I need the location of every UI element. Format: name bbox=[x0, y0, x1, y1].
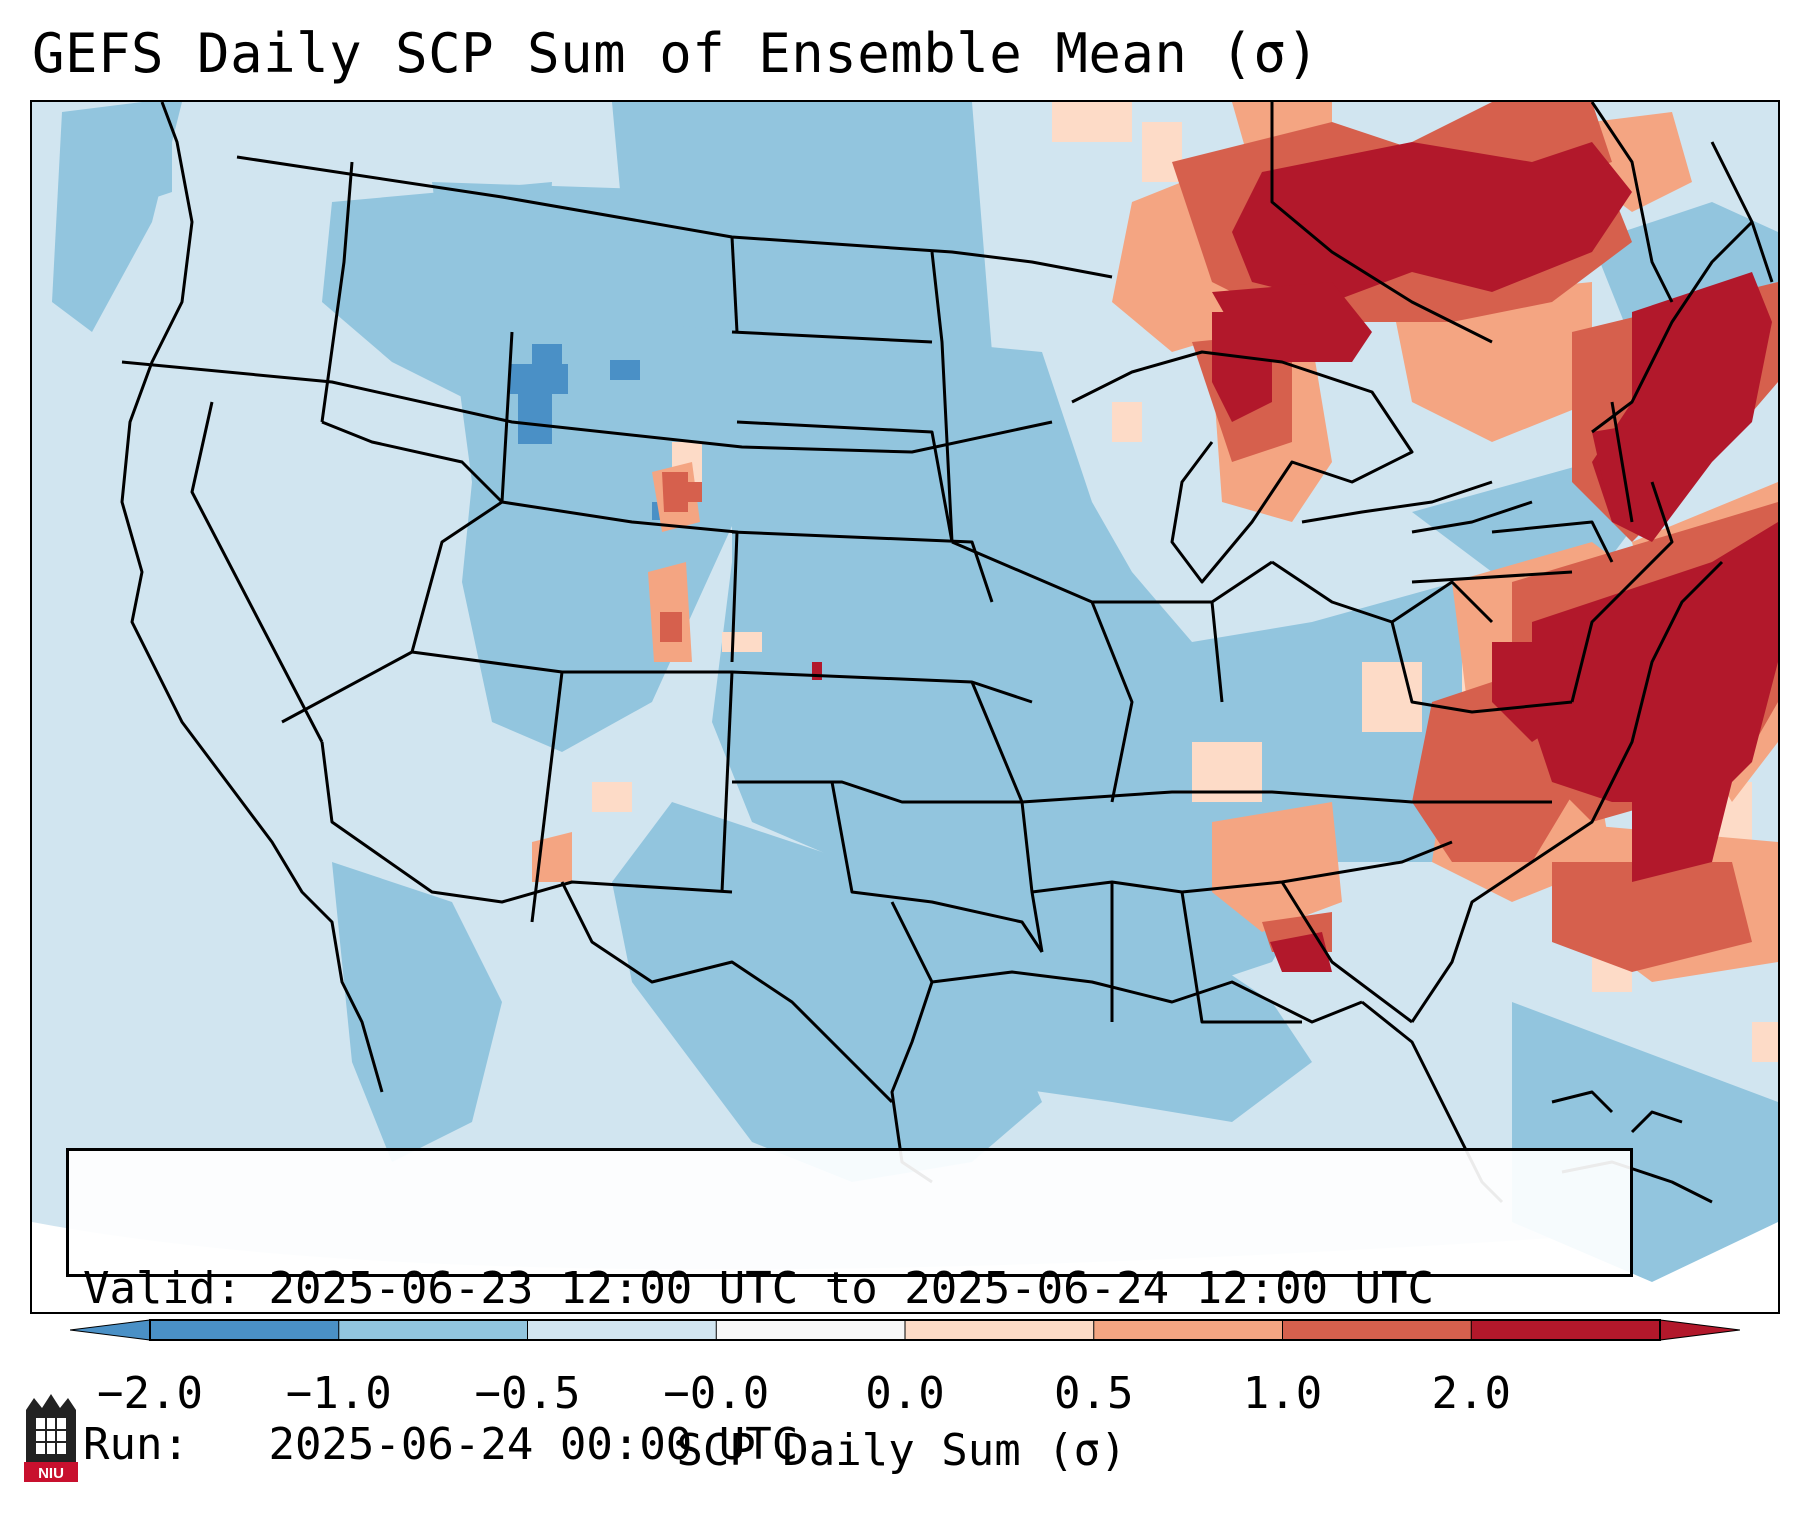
field-minus-one-band bbox=[52, 102, 1778, 1282]
logo-text: NIU bbox=[38, 1465, 64, 1482]
colorbar-segment bbox=[150, 1320, 340, 1340]
colorbar-segment bbox=[905, 1320, 1095, 1340]
projection-edge-bottom bbox=[32, 1222, 1778, 1312]
colorbar-segment bbox=[1282, 1320, 1472, 1340]
colorbar-tick-label: 1.0 bbox=[1242, 1368, 1323, 1419]
field-two-plus-band bbox=[812, 142, 1778, 972]
valid-row: Valid: 2025-06-23 12:00 UTC to 2025-06-2… bbox=[83, 1263, 1616, 1315]
colorbar-tick-label: −2.0 bbox=[97, 1368, 203, 1419]
valid-label: Valid: bbox=[83, 1263, 242, 1314]
colorbar-tickmarks bbox=[149, 1320, 1472, 1340]
run-row: Run: 2025-06-24 00:00 UTC bbox=[83, 1419, 1616, 1471]
logo-window bbox=[36, 1418, 66, 1454]
valid-value: 2025-06-23 12:00 UTC to 2025-06-24 12:00… bbox=[268, 1263, 1435, 1314]
logo-banner bbox=[24, 1462, 78, 1482]
colorbar-tick-label: −1.0 bbox=[285, 1368, 392, 1419]
colorbar-segment bbox=[1093, 1320, 1283, 1340]
colorbar bbox=[70, 1319, 1740, 1341]
colorbar-tick-label: 2.0 bbox=[1431, 1368, 1511, 1419]
validity-info-box: Valid: 2025-06-23 12:00 UTC to 2025-06-2… bbox=[66, 1148, 1633, 1470]
state-boundaries bbox=[120, 102, 1774, 1204]
colorbar-segment bbox=[1471, 1320, 1661, 1340]
colorbar-extend-high bbox=[1659, 1319, 1740, 1341]
colorbar-tick-label: −0.5 bbox=[474, 1368, 581, 1419]
map-svg bbox=[32, 102, 1778, 1312]
run-label: Run: bbox=[83, 1419, 189, 1470]
map-panel bbox=[30, 100, 1780, 1314]
colorbar-extend-low bbox=[70, 1319, 151, 1341]
colorbar-segment bbox=[716, 1320, 906, 1340]
colorbar-label: SCP Daily Sum (σ) bbox=[676, 1425, 1127, 1476]
colorbar-segment bbox=[527, 1320, 717, 1340]
run-value: 2025-06-24 00:00 UTC bbox=[268, 1419, 799, 1470]
colorbar-segments bbox=[150, 1320, 1661, 1340]
colorbar-tick-label: 0.0 bbox=[865, 1368, 945, 1419]
colorbar-tick-label: 0.5 bbox=[1054, 1368, 1134, 1419]
field-minus-two-patch bbox=[510, 344, 666, 520]
chart-title: GEFS Daily SCP Sum of Ensemble Mean (σ) bbox=[32, 22, 1320, 85]
colorbar-segment bbox=[338, 1320, 528, 1340]
logo-grid bbox=[36, 1418, 66, 1454]
niu-logo: NIU bbox=[24, 1394, 78, 1482]
colorbar-tick-label: −0.0 bbox=[663, 1368, 770, 1419]
